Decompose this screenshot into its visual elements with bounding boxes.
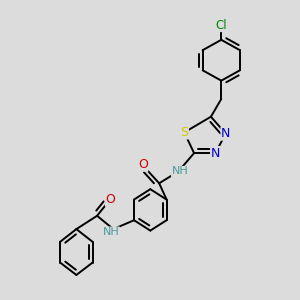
Text: NH: NH	[103, 227, 119, 237]
Text: O: O	[105, 193, 115, 206]
Text: N: N	[221, 127, 230, 140]
Text: N: N	[211, 147, 220, 160]
Text: S: S	[180, 126, 188, 139]
Text: NH: NH	[172, 167, 188, 176]
Text: Cl: Cl	[215, 19, 227, 32]
Text: O: O	[138, 158, 148, 171]
